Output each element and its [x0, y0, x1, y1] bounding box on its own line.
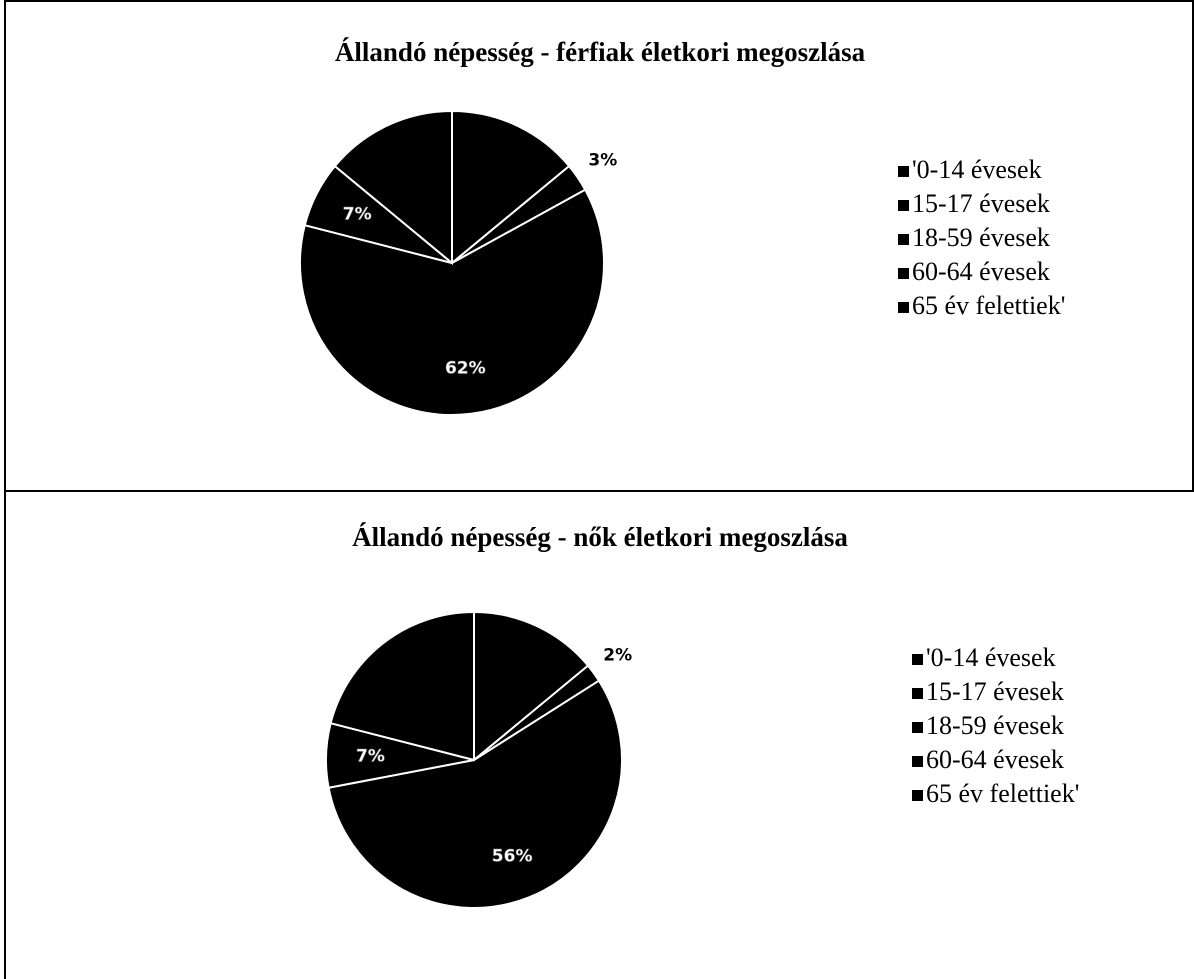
pie-slice: [451, 109, 571, 266]
legend-swatch: [912, 688, 923, 699]
data-label: 56%: [492, 846, 533, 866]
data-label: 62%: [445, 359, 486, 379]
pie-slice: [327, 679, 623, 909]
legend-label: 18-59 évesek: [926, 711, 1064, 740]
pie-slice: [329, 610, 475, 762]
legend-label: 60-64 évesek: [926, 745, 1064, 774]
legend-label: '0-14 évesek: [912, 155, 1042, 184]
legend-label: 65 év felettiek': [926, 779, 1079, 808]
legend-label: 65 év felettiek': [912, 291, 1065, 320]
chart-title: Állandó népesség - nők életkori megoszlá…: [352, 522, 848, 552]
legend-swatch: [912, 790, 923, 801]
legend-swatch: [898, 166, 909, 177]
chart-title: Állandó népesség - férfiak életkori mego…: [335, 37, 866, 67]
legend-swatch: [898, 268, 909, 279]
data-label: 7%: [356, 747, 385, 767]
legend-swatch: [912, 756, 923, 767]
pie-slice: [473, 610, 590, 763]
data-label: 7%: [343, 205, 372, 225]
legend-label: '0-14 évesek: [926, 643, 1056, 672]
pie-slice: [333, 109, 453, 266]
legend-swatch: [898, 234, 909, 245]
pie-slice: [299, 188, 605, 416]
chart-frame: [4, 0, 1194, 492]
data-label: 3%: [588, 150, 617, 170]
legend-label: 15-17 évesek: [912, 189, 1050, 218]
legend-swatch: [912, 722, 923, 733]
data-label: 2%: [603, 646, 632, 666]
legend-label: 18-59 évesek: [912, 223, 1050, 252]
legend-swatch: [912, 654, 923, 665]
legend-swatch: [898, 302, 909, 313]
legend-label: 60-64 évesek: [912, 257, 1050, 286]
legend-label: 15-17 évesek: [926, 677, 1064, 706]
legend-swatch: [898, 200, 909, 211]
